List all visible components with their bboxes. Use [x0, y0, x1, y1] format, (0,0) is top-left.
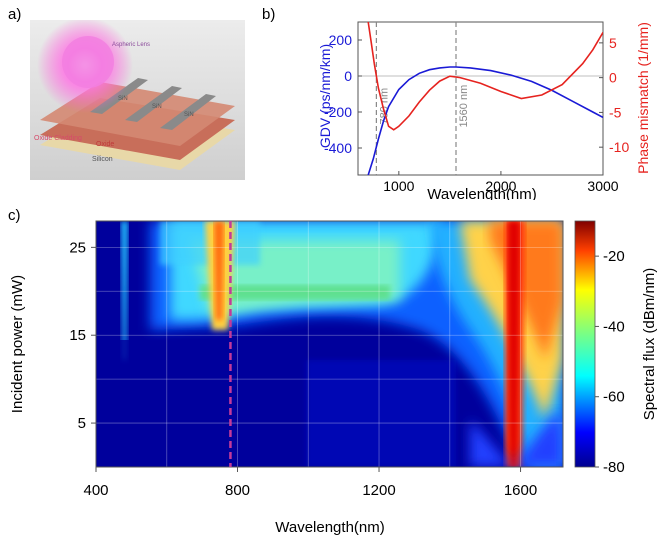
colorbar-tick-label: -40: [603, 318, 625, 335]
label-aspheric-lens: Aspheric Lens: [112, 42, 150, 48]
label-oxide: Oxide: [96, 141, 114, 148]
x-tick-label-b: 3000: [587, 178, 618, 194]
label-sin-2: SiN: [152, 104, 162, 110]
label-sin-3: SiN: [184, 112, 194, 118]
colorbar-tick-label: -20: [603, 248, 625, 265]
y-left-tick-label: -400: [324, 140, 352, 156]
label-oxide-cladding: Oxide Cladding: [34, 135, 82, 142]
colorbar: [574, 220, 596, 468]
y-tick-label-c: 15: [69, 327, 86, 344]
y-tick-label-c: 25: [69, 239, 86, 256]
waveguide-2: [125, 86, 182, 122]
waveguide-3: [160, 94, 216, 130]
axis-label-b-left: GDV (ps/nm/km): [317, 44, 333, 148]
label-silicon: Silicon: [92, 156, 113, 163]
marker-label-1: 1560 nm: [458, 85, 470, 128]
device-illustration: Aspheric Lens SiN SiN SiN Oxide Cladding…: [30, 20, 245, 180]
x-tick-label-b: 1000: [383, 178, 414, 194]
label-sin-1: SiN: [118, 96, 128, 102]
x-tick-label-c: 1600: [504, 482, 537, 499]
y-left-tick-label: -200: [324, 104, 352, 120]
x-tick-label-b: 2000: [485, 178, 516, 194]
axis-label-b-right: Phase mismatch (1/mm): [635, 22, 651, 174]
axis-label-c-x: Wavelength(nm): [275, 519, 384, 536]
colorbar-tick-label: -80: [603, 459, 625, 476]
axis-label-b-x: Wavelength(nm): [427, 186, 536, 200]
plot-area-b: [357, 21, 604, 176]
y-left-tick-label: 200: [329, 32, 353, 48]
series-line-left: [367, 66, 603, 175]
y-right-tick-label: 0: [609, 70, 617, 86]
x-tick-label-c: 1200: [362, 482, 395, 499]
y-tick-label-c: 5: [78, 415, 86, 432]
x-tick-label-c: 800: [225, 482, 250, 499]
axis-label-c-y: Incident power (mW): [9, 275, 26, 413]
y-right-tick-label: -10: [609, 139, 629, 155]
x-tick-label-c: 400: [83, 482, 108, 499]
colorbar-label: Spectral flux (dBm/nm): [641, 268, 658, 421]
panel-c-label: c): [8, 207, 21, 224]
y-left-tick-label: 0: [344, 68, 352, 84]
aspheric-lens: [62, 36, 114, 88]
y-right-tick-label: 5: [609, 35, 617, 51]
colorbar-tick-label: -60: [603, 389, 625, 406]
heatmap-image: [96, 221, 563, 467]
panel-b-label: b): [262, 6, 276, 23]
plot-area-c: [95, 220, 564, 468]
series-line-right: [367, 22, 603, 131]
y-right-tick-label: -5: [609, 104, 622, 120]
panel-a-label: a): [8, 6, 22, 23]
